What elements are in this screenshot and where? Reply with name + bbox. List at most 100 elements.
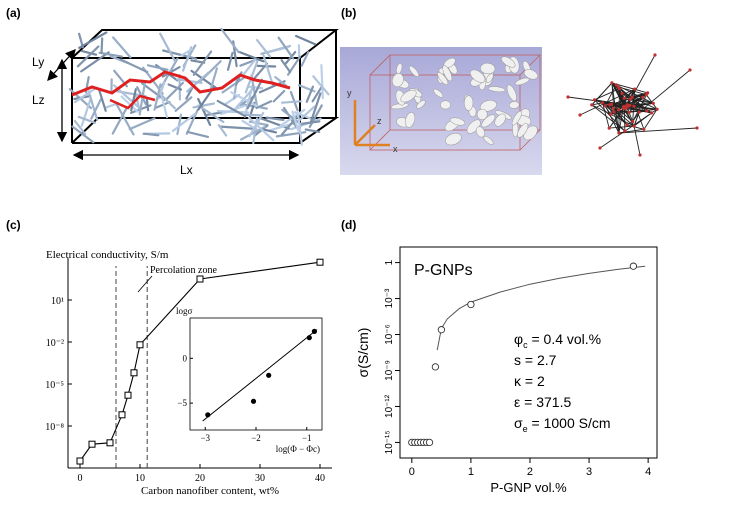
chart-c-inset-y-tick-label: −5 [177,398,187,408]
chart-d-y-tick-label: 10⁻⁶ [384,324,395,345]
fiber [256,38,272,58]
chart-d-x-tick-label: 2 [527,466,533,478]
network-node [638,153,642,157]
platelet [509,101,520,109]
panel-b-illustration: y x z [340,47,699,175]
chart-c-x-tick-label: 40 [315,473,325,484]
network-node [633,87,637,91]
network-edge [599,108,658,149]
network-edge [611,82,623,94]
network-edge [610,104,613,115]
platelet [416,100,426,109]
chart-c-inset-xlabel: log(Φ − Φc) [276,444,320,454]
chart-d-y-tick-label: 10⁻¹⁵ [384,430,395,454]
network-node [614,83,618,87]
fiber [146,64,169,71]
fiber [223,93,241,106]
network-node [611,106,615,110]
fiber [265,116,285,122]
chart-c-x-tick-label: 30 [255,473,265,484]
chart-d-x-tick-label: 1 [468,466,474,478]
fiber [100,37,104,55]
network-node [632,124,636,128]
fiber [246,78,263,110]
conductive-path [71,70,291,97]
network-node [610,81,614,85]
network-edge [638,69,691,113]
fiber [320,63,324,100]
fiber [76,45,100,68]
lx-label: Lx [180,163,193,177]
network-node [598,146,602,150]
fiber [255,100,273,110]
network-edge [591,104,635,127]
platelet [433,88,444,98]
network-node [592,98,597,102]
fiber [111,106,129,135]
network-node [617,131,621,135]
ly-label: Ly [32,55,44,69]
network-edge [626,124,645,130]
axis-z-label: z [377,116,382,126]
fiber [219,125,253,130]
network-edge [623,98,626,132]
network-node [631,119,635,124]
platelet [449,117,466,126]
fiber [284,50,297,66]
network-node [630,95,634,99]
chart-c-data-point [124,391,132,399]
platelet [506,84,517,102]
chart-c-inset-x-tick-label: −2 [251,433,261,443]
fiber [216,109,250,114]
fiber [143,132,160,137]
chart-d-y-tick-label: 10⁻³ [384,288,395,308]
chart-d-title: P-GNPs [414,262,473,279]
chart-d-data-point [467,300,475,309]
axis-y-label: y [347,88,352,98]
fiber [305,85,314,103]
network-node [600,101,605,105]
fiber [77,115,97,124]
chart-d-data-point [425,438,434,447]
chart-c-y-tick-label: 10¹ [51,296,64,307]
fiber [300,51,310,67]
chart-c-inset-ylabel: logσ [176,306,193,316]
network-edge [621,93,654,104]
fiber [192,102,215,109]
network-node [590,103,594,107]
platelets [390,56,538,146]
fiber [291,110,300,132]
fiber [274,75,287,87]
chart-c-data-point [130,369,138,377]
fiber [192,50,213,77]
chart-c-y-tick-label: 10⁻⁸ [45,422,64,433]
platelet [392,73,404,88]
chart-d-x-tick-label: 3 [586,466,592,478]
chart-d-ylabel: σ(S/cm) [355,328,371,378]
chart-d-y-tick-label: 10⁻¹² [384,394,395,418]
platelet [511,110,522,126]
network-node [566,95,570,99]
network-node [607,126,611,130]
network-edge [602,102,612,115]
conductive-path-2 [109,94,156,110]
fiber [115,103,135,136]
fiber [190,69,219,91]
platelet [440,100,451,110]
fiber [97,88,107,112]
network-node [650,111,654,115]
network-node [622,96,626,100]
fiber [73,119,87,136]
fiber [312,75,330,96]
chart-d-parameter: σe = 1000 S/cm [514,415,611,434]
network-edge [609,125,635,129]
fiber [297,105,316,123]
fiber [140,82,166,101]
network-edge [594,99,626,132]
lz-label: Lz [32,93,45,107]
fiber [186,71,210,93]
fiber [78,31,108,49]
network-edge [632,92,648,122]
platelet [483,136,494,145]
chart-d-parameter: ε = 371.5 [514,394,571,410]
